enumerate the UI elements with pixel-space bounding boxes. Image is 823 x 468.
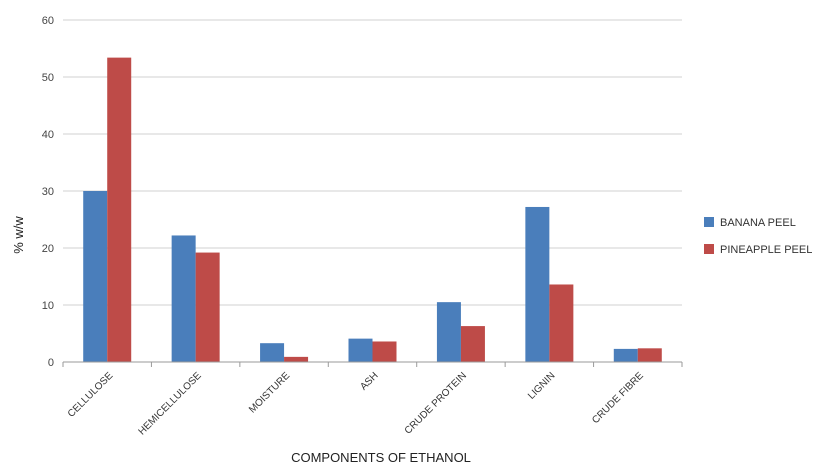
x-tick-label: CRUDE PROTEIN — [403, 370, 469, 436]
bar-pineapple-peel — [549, 284, 574, 362]
y-tick-label: 20 — [42, 243, 54, 255]
bar-banana-peel — [83, 191, 108, 362]
y-tick-label: 10 — [42, 300, 54, 312]
y-tick-labels: 0 10 20 30 40 50 60 — [42, 15, 54, 369]
legend-label: PINEAPPLE PEEL — [720, 244, 812, 256]
bar-banana-peel — [348, 338, 373, 362]
bar-banana-peel — [525, 206, 550, 362]
bar-banana-peel — [260, 343, 285, 362]
bar-pineapple-peel — [195, 252, 220, 362]
y-tick-label: 40 — [42, 129, 54, 141]
bar-pineapple-peel — [460, 326, 485, 362]
bar-pineapple-peel — [284, 356, 309, 362]
legend-swatch — [704, 244, 714, 254]
bar-pineapple-peel — [637, 348, 662, 362]
x-tick-label: HEMICELLULOSE — [137, 370, 204, 437]
x-tick-label: ASH — [358, 370, 380, 392]
y-axis-title: % w/w — [11, 216, 26, 254]
x-tick-label: CRUDE FIBRE — [590, 370, 646, 426]
bar-pineapple-peel — [372, 341, 397, 362]
bar-banana-peel — [436, 302, 461, 362]
y-tick-label: 60 — [42, 15, 54, 27]
bar-banana-peel — [171, 235, 196, 362]
x-tick-labels: CELLULOSE HEMICELLULOSE MOISTURE ASH CRUDE P… — [62, 362, 683, 437]
x-tick-label: CELLULOSE — [66, 370, 116, 420]
gridlines — [63, 19, 682, 306]
y-tick-label: 50 — [42, 72, 54, 84]
legend-label: BANANA PEEL — [720, 217, 796, 229]
bars — [83, 57, 662, 363]
x-tick-label: MOISTURE — [247, 370, 292, 415]
bar-pineapple-peel — [107, 57, 132, 363]
x-axis-title: COMPONENTS OF ETHANOL — [291, 450, 471, 465]
legend-swatch — [704, 217, 714, 227]
y-tick-label: 30 — [42, 186, 54, 198]
x-tick-label: LIGNIN — [526, 370, 557, 401]
legend: BANANA PEEL PINEAPPLE PEEL — [704, 217, 812, 256]
bar-banana-peel — [613, 348, 638, 362]
y-tick-label: 0 — [48, 357, 54, 369]
